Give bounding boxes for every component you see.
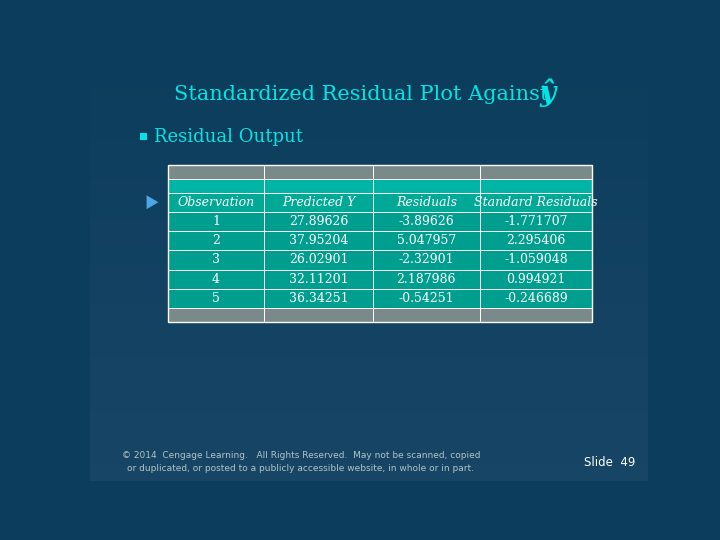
Text: Predicted Y: Predicted Y <box>282 195 355 209</box>
Text: 4: 4 <box>212 273 220 286</box>
Bar <box>90 226 648 234</box>
Bar <box>90 357 648 365</box>
Text: 2.187986: 2.187986 <box>397 273 456 286</box>
Bar <box>90 465 648 473</box>
Text: 37.95204: 37.95204 <box>289 234 348 247</box>
Text: -1.771707: -1.771707 <box>504 215 568 228</box>
Bar <box>168 165 593 322</box>
Bar <box>90 234 648 242</box>
Bar <box>90 111 648 119</box>
Bar <box>140 133 148 140</box>
Bar <box>90 72 648 80</box>
Text: Slide  49: Slide 49 <box>584 456 635 469</box>
Bar <box>168 269 593 289</box>
Text: 26.02901: 26.02901 <box>289 253 348 267</box>
Text: -0.54251: -0.54251 <box>399 292 454 305</box>
Bar <box>90 204 648 211</box>
Bar <box>90 273 648 280</box>
Text: -0.246689: -0.246689 <box>504 292 568 305</box>
Bar <box>90 180 648 188</box>
Bar <box>90 219 648 226</box>
Bar <box>90 327 648 334</box>
Text: 3: 3 <box>212 253 220 267</box>
Bar <box>90 365 648 373</box>
Bar <box>90 188 648 195</box>
Text: 2.295406: 2.295406 <box>506 234 566 247</box>
Bar <box>90 165 648 173</box>
Bar <box>90 473 648 481</box>
Bar <box>90 195 648 204</box>
Text: 32.11201: 32.11201 <box>289 273 348 286</box>
Bar <box>90 303 648 311</box>
Bar <box>90 150 648 157</box>
Bar <box>90 119 648 126</box>
Bar <box>90 157 648 165</box>
Bar <box>168 212 593 231</box>
Bar <box>90 334 648 342</box>
Polygon shape <box>147 195 158 209</box>
Bar <box>90 319 648 327</box>
Text: © 2014  Cengage Learning.   All Rights Reserved.  May not be scanned, copied
or : © 2014 Cengage Learning. All Rights Rese… <box>122 451 480 473</box>
Text: 27.89626: 27.89626 <box>289 215 348 228</box>
Bar <box>90 257 648 265</box>
Bar <box>90 173 648 180</box>
Text: Residuals: Residuals <box>396 195 457 209</box>
Text: Residual Output: Residual Output <box>154 128 303 146</box>
Bar <box>90 427 648 434</box>
Bar <box>168 193 593 212</box>
Bar <box>90 342 648 350</box>
Bar <box>90 381 648 388</box>
Text: ŷ: ŷ <box>539 78 555 107</box>
Bar <box>90 88 648 96</box>
Bar <box>90 142 648 150</box>
Bar <box>90 211 648 219</box>
Bar <box>90 242 648 249</box>
Bar <box>90 134 648 142</box>
Bar <box>90 373 648 381</box>
Bar <box>168 308 593 322</box>
Text: Standardized Residual Plot Against: Standardized Residual Plot Against <box>174 85 549 104</box>
Bar <box>168 231 593 251</box>
Bar <box>90 419 648 427</box>
Text: Observation: Observation <box>177 195 254 209</box>
Bar <box>168 289 593 308</box>
Text: 5.047957: 5.047957 <box>397 234 456 247</box>
Bar <box>90 411 648 419</box>
Bar <box>90 296 648 303</box>
Text: 2: 2 <box>212 234 220 247</box>
Bar <box>168 179 593 193</box>
Bar <box>90 442 648 450</box>
Bar <box>90 96 648 103</box>
Text: -1.059048: -1.059048 <box>504 253 568 267</box>
Bar <box>168 251 593 269</box>
Bar <box>90 350 648 357</box>
Bar <box>90 388 648 396</box>
Bar <box>90 457 648 465</box>
Bar <box>90 311 648 319</box>
Bar <box>90 288 648 296</box>
Text: Standard Residuals: Standard Residuals <box>474 195 598 209</box>
Text: 1: 1 <box>212 215 220 228</box>
Bar <box>90 80 648 88</box>
Bar <box>90 65 648 72</box>
Text: 36.34251: 36.34251 <box>289 292 348 305</box>
Text: -2.32901: -2.32901 <box>399 253 454 267</box>
Text: 0.994921: 0.994921 <box>506 273 566 286</box>
Bar <box>90 450 648 457</box>
Bar <box>90 280 648 288</box>
Bar <box>90 126 648 134</box>
Bar <box>90 103 648 111</box>
Bar <box>90 434 648 442</box>
Bar <box>90 249 648 257</box>
Bar <box>90 396 648 403</box>
Text: 5: 5 <box>212 292 220 305</box>
Bar <box>168 165 593 179</box>
Text: -3.89626: -3.89626 <box>398 215 454 228</box>
Bar <box>90 403 648 411</box>
Bar <box>90 265 648 273</box>
